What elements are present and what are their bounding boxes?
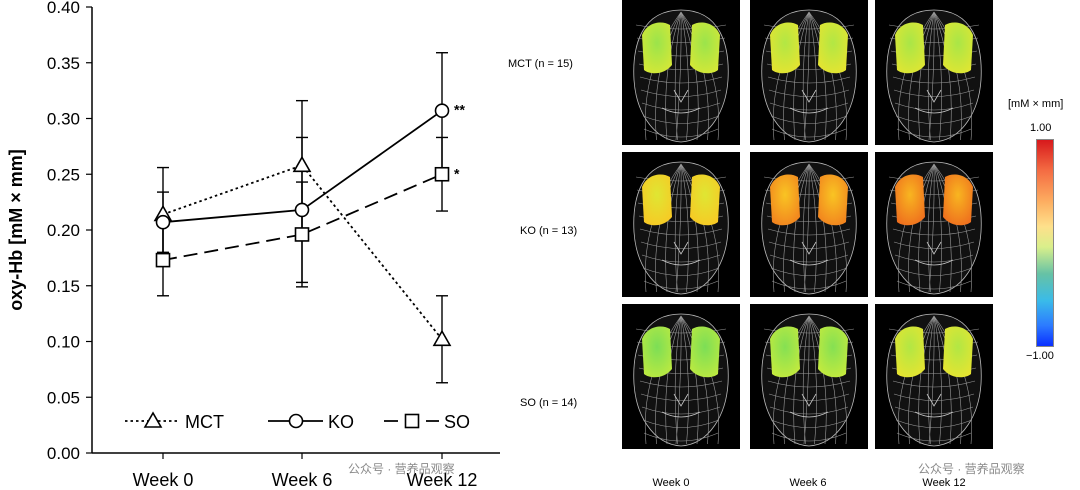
week-label-0: Week 0 xyxy=(652,477,690,489)
head-wireframe-icon xyxy=(886,161,982,295)
head-wireframe-icon xyxy=(761,161,857,295)
y-tick-label: 0.25 xyxy=(47,165,80,184)
legend-marker-mct xyxy=(143,411,163,428)
legend-marker-ko xyxy=(288,413,304,429)
colorbar-max: 1.00 xyxy=(1030,122,1052,134)
brain-map-tile xyxy=(875,304,993,449)
legend-marker-so xyxy=(404,413,420,429)
so-significance-label: * xyxy=(454,165,460,181)
y-tick-label: 0.15 xyxy=(47,277,80,296)
legend-label-so: SO xyxy=(444,412,470,432)
brain-map-tile xyxy=(875,152,993,297)
head-wireframe-icon xyxy=(761,9,857,143)
head-wireframe-icon xyxy=(633,161,729,295)
y-tick-label: 0.00 xyxy=(47,444,80,463)
ko-significance-label: ** xyxy=(454,102,465,118)
brain-map-tile xyxy=(622,152,740,297)
legend-label-mct: MCT xyxy=(185,412,224,432)
y-tick-label: 0.20 xyxy=(47,221,80,240)
brain-map-tile xyxy=(875,0,993,145)
colorbar-unit: [mM × mm] xyxy=(1008,98,1064,110)
so-point xyxy=(294,227,310,242)
mct-point xyxy=(432,329,452,347)
week-label-6: Week 6 xyxy=(789,477,827,489)
head-wireframe-icon xyxy=(761,313,857,447)
legend-label-ko: KO xyxy=(328,412,354,432)
ko-point xyxy=(434,103,450,118)
y-tick-label: 0.10 xyxy=(47,333,80,352)
group-label-ko: KO (n = 13) xyxy=(520,225,578,237)
colorbar-min: −1.00 xyxy=(1026,350,1054,362)
x-tick-label: Week 6 xyxy=(272,470,333,490)
brain-map-tile xyxy=(622,0,740,145)
ko-point xyxy=(155,214,171,230)
brain-map-tile xyxy=(750,0,868,145)
brain-map-tile xyxy=(622,304,740,449)
ko-point xyxy=(294,202,310,218)
so-point xyxy=(155,252,171,268)
head-wireframe-icon xyxy=(886,9,982,143)
x-tick-label: Week 0 xyxy=(133,470,194,490)
mct-point xyxy=(292,155,312,173)
week-label-12: Week 12 xyxy=(922,477,966,489)
y-tick-label: 0.35 xyxy=(47,54,80,73)
head-wireframe-icon xyxy=(886,313,982,447)
group-label-mct: MCT (n = 15) xyxy=(508,58,573,70)
group-label-so: SO (n = 14) xyxy=(520,397,578,409)
watermark-left: 公众号 · 营养品观察 xyxy=(348,462,455,476)
head-wireframe-icon xyxy=(633,9,729,143)
brain-map-tile xyxy=(750,304,868,449)
brain-map-tile xyxy=(750,152,868,297)
colorbar xyxy=(1036,139,1054,347)
head-wireframe-icon xyxy=(633,313,729,447)
y-tick-label: 0.05 xyxy=(47,388,80,407)
y-tick-label: 0.30 xyxy=(47,110,80,129)
line-chart: 0.00 0.05 0.10 0.15 0.20 0.25 0.30 0.35 0.40 Week… xyxy=(6,0,500,490)
so-point xyxy=(434,166,450,182)
y-tick-label: 0.40 xyxy=(47,0,80,17)
y-axis-label: oxy-Hb [mM × mm] xyxy=(6,149,26,311)
x-tick-label: Week 12 xyxy=(407,470,478,490)
so-series-line xyxy=(162,173,443,261)
watermark-right: 公众号 · 营养品观察 xyxy=(918,462,1025,476)
